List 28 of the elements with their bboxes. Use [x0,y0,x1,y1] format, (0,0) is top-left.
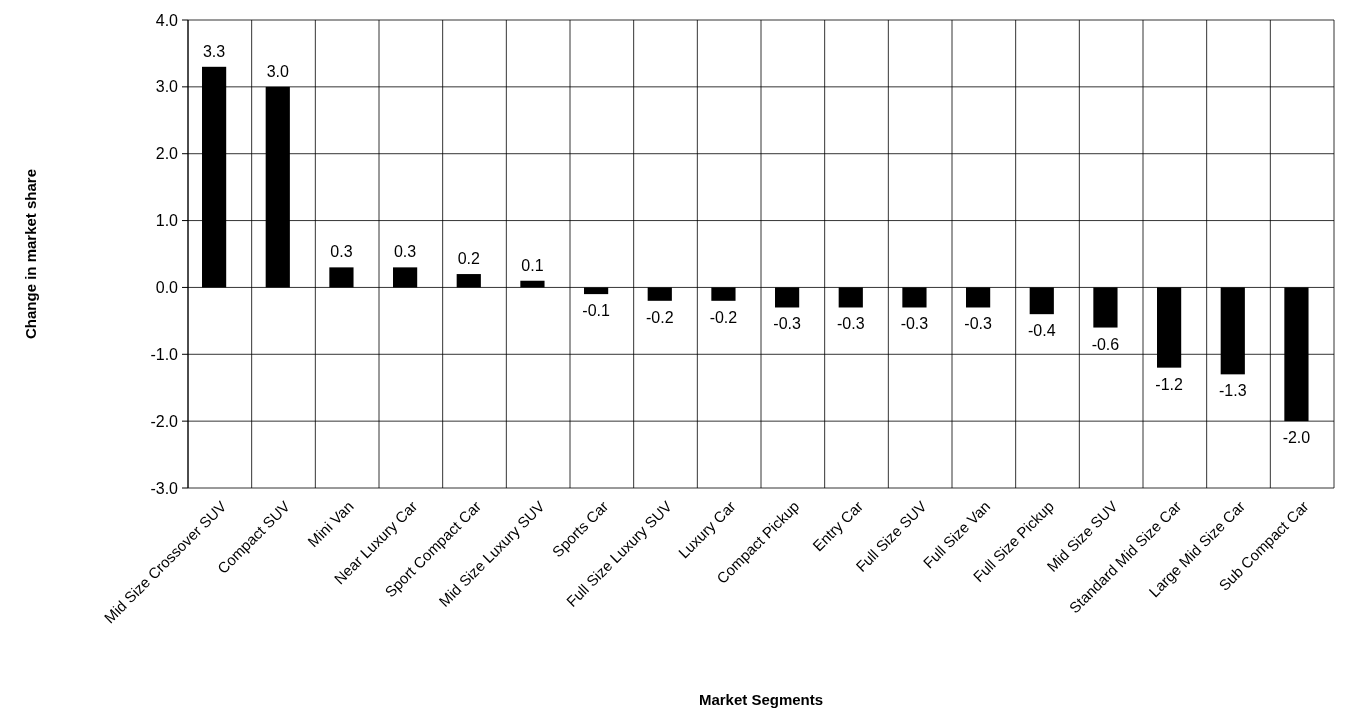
data-label: -0.2 [709,308,738,326]
data-label: 0.3 [330,243,353,261]
data-label: 0.1 [521,256,544,274]
data-label: -0.4 [1027,322,1056,340]
data-label: -0.3 [964,315,992,333]
y-tick-label: 0.0 [155,279,179,297]
data-label: 3.3 [202,42,226,60]
x-axis-title: Market Segments [698,691,824,708]
y-tick-label: 1.0 [155,212,179,230]
data-label: -0.6 [1091,335,1120,353]
data-label: -1.3 [1218,382,1247,400]
y-axis-title: Change in market share [22,168,39,340]
y-tick-label: -3.0 [150,479,179,497]
y-tick-label: 2.0 [155,145,179,163]
data-label: -0.3 [836,315,865,333]
y-tick-label: -1.0 [150,345,179,363]
data-label: -1.2 [1155,375,1183,393]
data-label: 0.2 [457,250,480,268]
data-label: -2.0 [1282,429,1311,447]
y-tick-label: 3.0 [155,78,179,96]
y-tick-label: -2.0 [150,412,179,430]
data-label: -0.3 [773,315,801,333]
data-label: -0.3 [900,315,929,333]
data-label: -0.1 [582,302,610,320]
y-tick-label: 4.0 [155,11,179,29]
data-label: 0.3 [393,243,417,261]
data-label: -0.2 [645,308,674,326]
data-label: 3.0 [266,62,289,80]
